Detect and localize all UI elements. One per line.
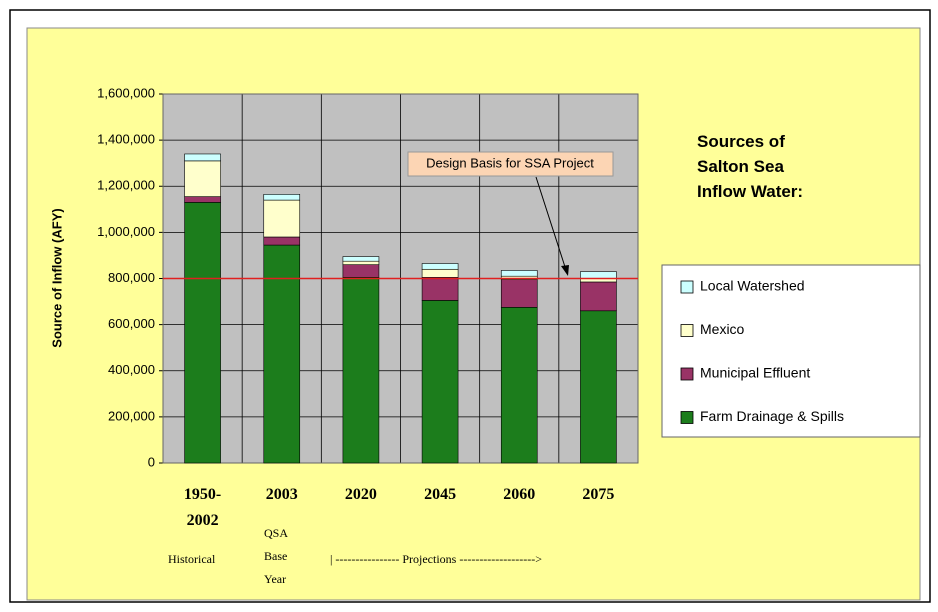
y-tick-label: 1,000,000: [97, 224, 155, 239]
legend-label: Municipal Effluent: [700, 365, 810, 381]
y-tick-label: 800,000: [108, 270, 155, 285]
x-tick-label: 2003: [265, 486, 298, 503]
annotation-arrow: [535, 176, 567, 271]
legend-swatch: [680, 280, 694, 294]
y-tick-label: 1,600,000: [97, 85, 155, 100]
bar-segment: [184, 202, 221, 464]
bar-segment: [184, 196, 221, 203]
bar-segment: [580, 271, 617, 279]
chart-title: Sources of Salton Sea Inflow Water:: [697, 132, 803, 201]
x-note: Historical: [168, 552, 216, 566]
legend-swatch: [680, 324, 694, 337]
legend-label: Farm Drainage & Spills: [700, 408, 844, 424]
bar-segment: [342, 277, 380, 464]
x-tick-label: 2020: [344, 486, 377, 503]
arrow-head: [561, 265, 569, 276]
bar-segment: [580, 310, 617, 464]
bar-segment: [500, 307, 538, 464]
bar-segment: [342, 264, 380, 278]
x-tick-label: 2045: [424, 486, 457, 503]
bar-segment: [500, 270, 538, 277]
y-tick-label: 0: [148, 454, 155, 469]
y-axis-label: Source of Inflow (AFY): [49, 208, 64, 347]
legend-swatch: [680, 411, 694, 424]
x-tick-label: 1950-2002: [183, 486, 222, 529]
bar-segment: [342, 256, 380, 262]
legend: [661, 264, 921, 438]
bar-segment: [421, 263, 459, 270]
bar-segment: [421, 268, 459, 278]
y-tick-label: 400,000: [108, 362, 155, 377]
y-tick-label: 600,000: [108, 316, 155, 331]
annotation-box: [407, 151, 614, 177]
y-tick-label: 200,000: [108, 408, 155, 423]
y-tick-label: 1,200,000: [97, 178, 155, 193]
bar-segment: [500, 279, 538, 308]
bar-segment: [184, 160, 221, 197]
legend-swatch: [680, 367, 694, 381]
x-note: QSA Base Year: [264, 526, 288, 586]
x-tick-label: 2060: [503, 486, 536, 503]
x-tick-label: 2075: [582, 486, 615, 503]
bar-segment: [580, 281, 617, 312]
bar-segment: [421, 277, 459, 301]
bar-segment: [263, 244, 301, 464]
bar-segment: [263, 236, 301, 246]
x-note: | ---------------- Projections ---------…: [330, 552, 543, 566]
legend-label: Local Watershed: [700, 278, 805, 294]
bar-segment: [184, 153, 221, 162]
y-tick-label: 1,400,000: [97, 132, 155, 147]
bar-segment: [421, 300, 459, 464]
bar-segment: [263, 199, 301, 238]
bar-segment: [263, 194, 301, 201]
legend-label: Mexico: [700, 321, 745, 337]
bar-segment: [342, 260, 380, 265]
annotation: Design Basis for SSA Project: [426, 155, 594, 170]
